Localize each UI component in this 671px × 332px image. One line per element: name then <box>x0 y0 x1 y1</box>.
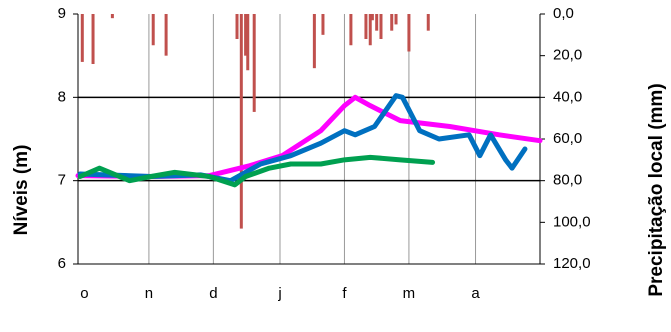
x-tick-label: n <box>145 285 153 302</box>
y2-tick-label: 80,0 <box>553 172 582 189</box>
x-tick-label: f <box>342 285 347 302</box>
y2-tick-label: 20,0 <box>553 47 582 64</box>
y2-tick-label: 40,0 <box>553 88 582 105</box>
y2-axis-title: Precipitação local (mm) <box>646 83 667 296</box>
x-tick-label: m <box>403 285 416 302</box>
level-line <box>77 154 436 188</box>
precipitation-bar <box>312 14 316 69</box>
precipitation-bar <box>364 14 368 39</box>
precipitation-bar <box>246 14 250 71</box>
precipitation-bar <box>80 14 84 62</box>
precipitation-bar <box>390 14 394 31</box>
y-tick-label: 8 <box>58 88 66 105</box>
precipitation-bar <box>164 14 168 56</box>
y-axis-title: Níveis (m) <box>11 145 32 236</box>
x-tick-label: o <box>80 285 88 302</box>
precipitation-bar <box>379 14 383 39</box>
precipitation-bar <box>426 14 430 31</box>
precipitation-bar <box>110 14 114 19</box>
y2-tick-label: 100,0 <box>553 213 591 230</box>
precipitation-bar <box>321 14 325 35</box>
level-line <box>77 93 528 184</box>
precipitation-bar <box>394 14 398 25</box>
precipitation-bar <box>252 14 256 112</box>
y-tick-label: 9 <box>58 5 66 22</box>
precipitation-bar <box>239 14 243 229</box>
precipitation-bar <box>244 14 248 56</box>
precipitation-bar <box>235 14 239 39</box>
precipitation-bar <box>370 14 374 21</box>
y2-tick-label: 60,0 <box>553 130 582 147</box>
y-tick-label: 7 <box>58 172 66 189</box>
y2-tick-label: 0,0 <box>553 5 574 22</box>
y2-tick-label: 120,0 <box>553 255 591 272</box>
x-tick-label: j <box>277 285 281 302</box>
precipitation-bar <box>349 14 353 46</box>
precipitation-bar <box>151 14 155 46</box>
precipitation-bar <box>368 14 372 46</box>
precipitation-bar <box>407 14 411 52</box>
y-tick-label: 6 <box>58 255 66 272</box>
x-tick-label: a <box>471 285 480 302</box>
precipitation-bar <box>91 14 95 64</box>
precipitation-bar <box>375 14 379 31</box>
x-tick-label: d <box>209 285 217 302</box>
